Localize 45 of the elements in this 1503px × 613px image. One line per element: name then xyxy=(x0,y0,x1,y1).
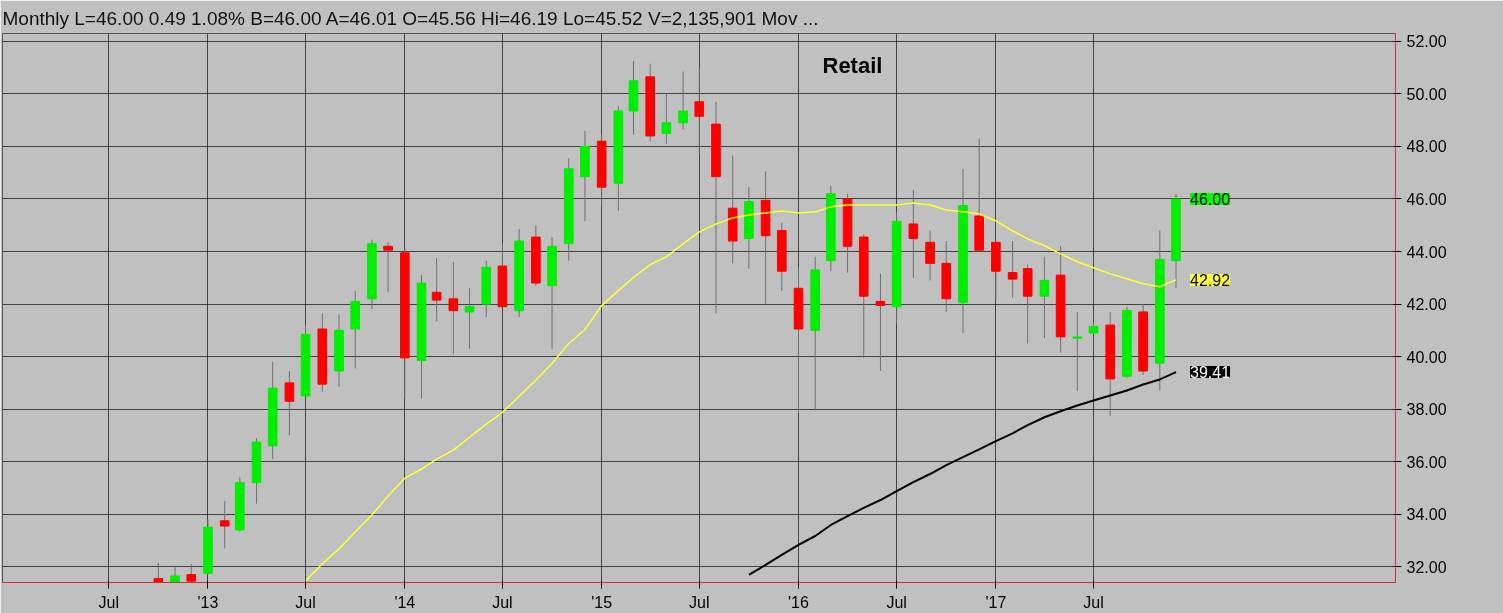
candlestick xyxy=(908,189,919,279)
y-tick-label: 50.00 xyxy=(1406,85,1447,103)
x-tick-label: '14 xyxy=(394,593,416,611)
x-tick-label: Jul xyxy=(98,593,119,611)
y-tick-label: 44.00 xyxy=(1406,243,1447,261)
data-label: 39.41 xyxy=(1190,364,1231,382)
line-series xyxy=(304,202,1177,582)
x-tick-label: '17 xyxy=(985,593,1007,611)
x-tick-label: Jul xyxy=(886,593,907,611)
y-tick-label: 38.00 xyxy=(1406,401,1447,419)
x-tick-label: Jul xyxy=(1083,593,1104,611)
candlestick xyxy=(1007,240,1018,298)
y-tick-label: 52.00 xyxy=(1406,33,1447,51)
y-tick-label: 36.00 xyxy=(1406,453,1447,471)
x-tick-label: Jul xyxy=(689,593,710,611)
y-tick-label: 48.00 xyxy=(1406,138,1447,156)
x-tick-label: '16 xyxy=(788,593,810,611)
chart-title: Monthly L=46.00 0.49 1.08% B=46.00 A=46.01 O=45.56 Hi=46.19 Lo=45.52 V=2,135,901 Mov ... xyxy=(2,7,819,29)
annotation: Retail xyxy=(822,52,883,78)
data-label: 42.92 xyxy=(1190,271,1231,289)
candlestick xyxy=(464,287,475,350)
y-tick-label: 32.00 xyxy=(1406,558,1447,576)
candlestick xyxy=(1039,256,1050,339)
candlestick xyxy=(170,566,180,583)
candlestick xyxy=(875,273,886,372)
line-series xyxy=(747,371,1178,576)
candlestick xyxy=(694,67,705,155)
x-tick-label: Jul xyxy=(295,593,316,611)
candlestick xyxy=(1072,311,1083,392)
candlestick xyxy=(431,257,442,322)
candlestick xyxy=(219,500,230,549)
y-tick-label: 46.00 xyxy=(1406,190,1447,208)
x-tick-label: '13 xyxy=(197,593,219,611)
y-tick-label: 42.00 xyxy=(1406,296,1447,314)
candlestick xyxy=(284,370,295,436)
y-tick-label: 40.00 xyxy=(1406,348,1447,366)
y-tick-label: 34.00 xyxy=(1406,506,1447,524)
x-tick-label: Jul xyxy=(492,593,513,611)
x-tick-label: '15 xyxy=(591,593,613,611)
candlestick xyxy=(661,93,672,145)
annotation: 46.00 xyxy=(1190,190,1231,208)
candlestick xyxy=(448,261,459,355)
candlestick xyxy=(678,71,688,130)
candlestick xyxy=(925,230,935,281)
candlestick xyxy=(383,241,393,293)
